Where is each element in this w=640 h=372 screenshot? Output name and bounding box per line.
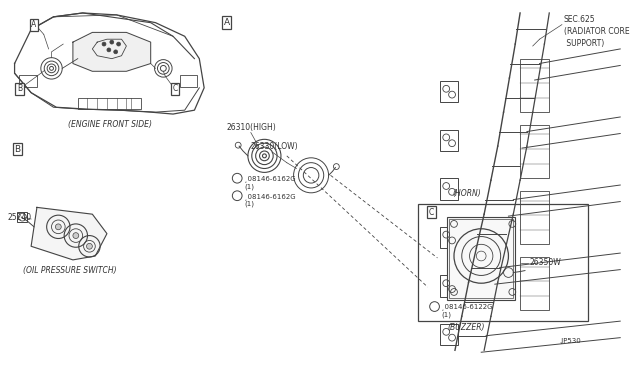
- Bar: [78, 97, 141, 109]
- Bar: [449, 219, 513, 298]
- Text: (BUZZER): (BUZZER): [448, 323, 485, 332]
- Text: 25240: 25240: [8, 213, 32, 222]
- Circle shape: [56, 224, 61, 230]
- Circle shape: [86, 243, 92, 249]
- Bar: [17, 212, 28, 222]
- Circle shape: [107, 48, 111, 52]
- Text: 26350W: 26350W: [530, 258, 561, 267]
- Bar: [19, 75, 37, 87]
- Bar: [520, 191, 549, 244]
- Text: (HORN): (HORN): [452, 189, 481, 198]
- Circle shape: [73, 232, 79, 238]
- Circle shape: [110, 40, 114, 44]
- Text: ¸08146-6162G
(1): ¸08146-6162G (1): [244, 193, 296, 207]
- Bar: [440, 129, 458, 151]
- Text: C: C: [172, 84, 178, 93]
- Circle shape: [114, 50, 118, 54]
- Text: .JP530: .JP530: [559, 339, 581, 344]
- Bar: [440, 81, 458, 102]
- Text: ¸08146-6122G
(1): ¸08146-6122G (1): [442, 304, 493, 318]
- Bar: [447, 217, 515, 300]
- Bar: [440, 227, 458, 248]
- Text: A: A: [31, 20, 36, 29]
- Text: 26310(HIGH): 26310(HIGH): [227, 123, 276, 132]
- Bar: [418, 205, 588, 321]
- Text: SEC.625
(RADIATOR CORE
 SUPPORT): SEC.625 (RADIATOR CORE SUPPORT): [564, 15, 630, 48]
- Bar: [520, 125, 549, 178]
- Polygon shape: [31, 207, 107, 260]
- Circle shape: [102, 42, 106, 46]
- Bar: [520, 59, 549, 112]
- Bar: [440, 324, 458, 346]
- Text: C: C: [429, 208, 435, 217]
- Bar: [440, 275, 458, 297]
- Circle shape: [116, 42, 120, 46]
- Text: (OIL PRESSURE SWITCH): (OIL PRESSURE SWITCH): [23, 266, 117, 275]
- Text: B: B: [17, 84, 22, 93]
- Text: B: B: [15, 145, 20, 154]
- Bar: [440, 178, 458, 200]
- Text: ¸08146-6162G
(1): ¸08146-6162G (1): [244, 175, 296, 189]
- Text: A: A: [223, 18, 230, 27]
- Text: 26330(LOW): 26330(LOW): [251, 142, 298, 151]
- Polygon shape: [73, 32, 150, 71]
- Bar: [520, 257, 549, 311]
- Bar: [180, 75, 197, 87]
- Text: (ENGINE FRONT SIDE): (ENGINE FRONT SIDE): [68, 120, 152, 129]
